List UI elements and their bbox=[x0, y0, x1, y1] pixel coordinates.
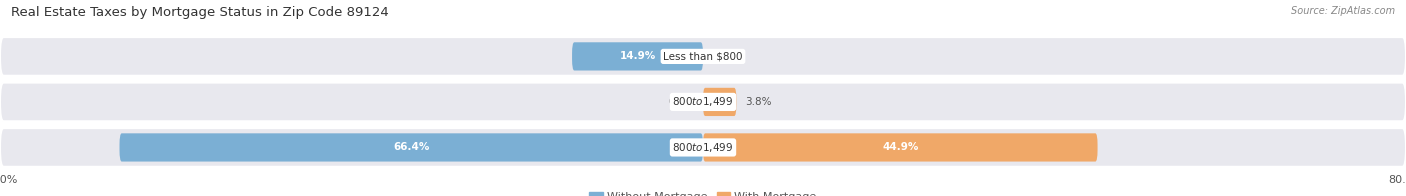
FancyBboxPatch shape bbox=[0, 128, 1406, 167]
FancyBboxPatch shape bbox=[120, 133, 703, 162]
Text: 66.4%: 66.4% bbox=[394, 142, 429, 152]
FancyBboxPatch shape bbox=[572, 42, 703, 71]
Text: 0.0%: 0.0% bbox=[711, 51, 738, 61]
FancyBboxPatch shape bbox=[703, 88, 737, 116]
Text: Real Estate Taxes by Mortgage Status in Zip Code 89124: Real Estate Taxes by Mortgage Status in … bbox=[11, 6, 389, 19]
Text: 44.9%: 44.9% bbox=[882, 142, 918, 152]
Text: Less than $800: Less than $800 bbox=[664, 51, 742, 61]
FancyBboxPatch shape bbox=[703, 133, 1098, 162]
FancyBboxPatch shape bbox=[0, 83, 1406, 121]
Text: 0.0%: 0.0% bbox=[668, 97, 695, 107]
Legend: Without Mortgage, With Mortgage: Without Mortgage, With Mortgage bbox=[585, 187, 821, 196]
Text: 14.9%: 14.9% bbox=[620, 51, 655, 61]
Text: $800 to $1,499: $800 to $1,499 bbox=[672, 141, 734, 154]
Text: $800 to $1,499: $800 to $1,499 bbox=[672, 95, 734, 108]
Text: Source: ZipAtlas.com: Source: ZipAtlas.com bbox=[1291, 6, 1395, 16]
Text: 3.8%: 3.8% bbox=[745, 97, 772, 107]
FancyBboxPatch shape bbox=[0, 37, 1406, 76]
